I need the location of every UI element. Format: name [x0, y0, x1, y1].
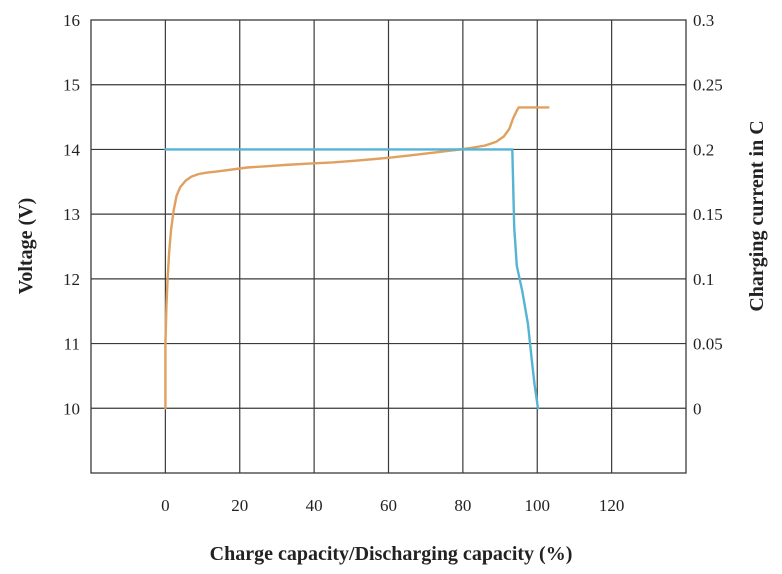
- x-tick-label: 20: [231, 496, 248, 515]
- plot-frame: [90, 19, 687, 474]
- x-tick-label: 100: [525, 496, 551, 515]
- x-axis-ticks: 0 20 40 60 80 100 120: [161, 496, 624, 515]
- y-left-tick-label: 12: [63, 270, 80, 289]
- y-left-tick-label: 15: [63, 76, 80, 95]
- y-right-tick-label: 0.3: [693, 11, 714, 30]
- y-right-tick-label: 0.15: [693, 205, 723, 224]
- x-axis-label: Charge capacity/Discharging capacity (%): [210, 543, 573, 565]
- grid: [91, 20, 686, 473]
- y-right-tick-label: 0.25: [693, 76, 723, 95]
- series-layer: [164, 106, 550, 410]
- x-tick-label: 0: [161, 496, 170, 515]
- y-left-axis-ticks: 10 11 12 13 14 15 16: [63, 11, 81, 418]
- x-tick-label: 80: [454, 496, 471, 515]
- y-right-tick-label: 0.05: [693, 335, 723, 354]
- y-right-tick-label: 0.2: [693, 140, 714, 159]
- y-left-axis-label: Voltage (V): [15, 198, 37, 294]
- y-right-axis-ticks: 0 0.05 0.1 0.15 0.2 0.25 0.3: [693, 11, 723, 418]
- x-tick-label: 60: [380, 496, 397, 515]
- x-tick-label: 40: [306, 496, 323, 515]
- x-tick-label: 120: [599, 496, 625, 515]
- y-right-axis-label: Charging current in C: [746, 120, 768, 311]
- y-left-tick-label: 13: [63, 205, 80, 224]
- y-right-tick-label: 0.1: [693, 270, 714, 289]
- voltage-series-line: [164, 106, 550, 410]
- y-left-tick-label: 10: [63, 399, 80, 418]
- y-left-tick-label: 11: [64, 335, 80, 354]
- y-right-tick-label: 0: [693, 399, 702, 418]
- y-left-tick-label: 16: [63, 11, 80, 30]
- y-left-tick-label: 14: [63, 140, 81, 159]
- current-series-line: [164, 148, 540, 410]
